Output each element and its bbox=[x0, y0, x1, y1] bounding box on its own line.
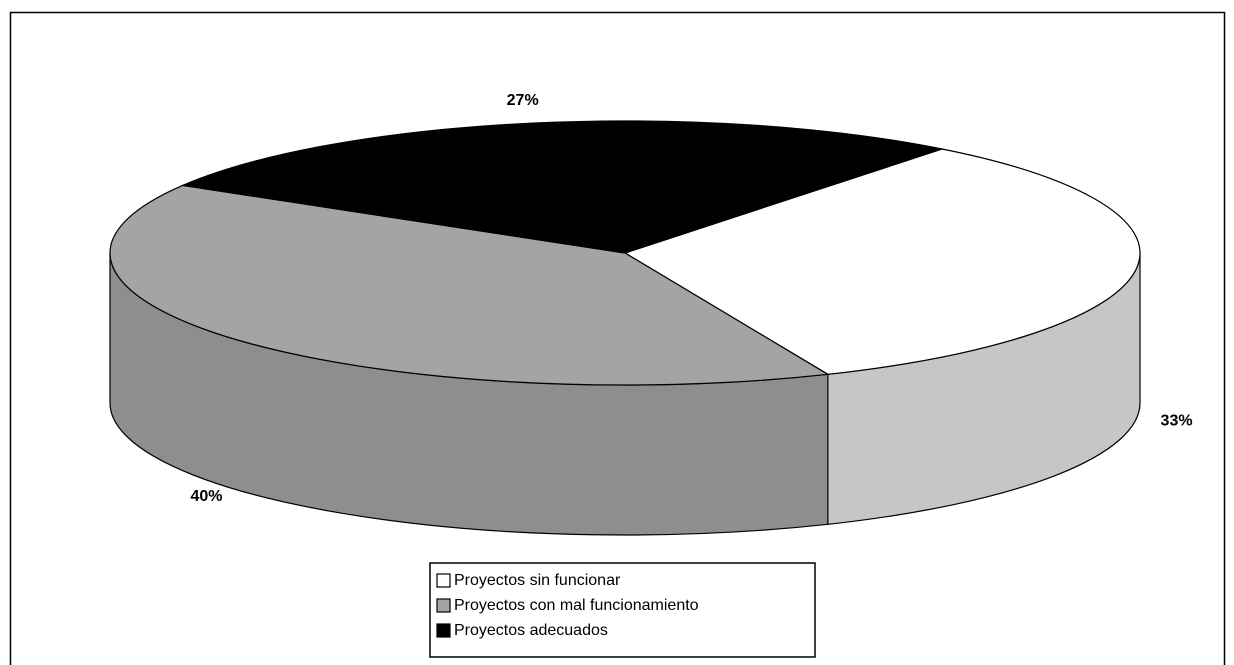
pie-slice bbox=[623, 148, 1141, 375]
legend-box bbox=[429, 562, 816, 658]
chart-frame bbox=[9, 11, 1226, 665]
legend: Proyectos sin funcionar Proyectos con mal… bbox=[429, 562, 816, 658]
legend-swatch bbox=[436, 623, 451, 638]
legend-swatch bbox=[436, 573, 451, 588]
legend-swatch bbox=[436, 598, 451, 613]
data-label: 27% bbox=[507, 92, 539, 109]
legend-label: Proyectos adecuados bbox=[454, 622, 608, 639]
legend-label: Proyectos sin funcionar bbox=[454, 572, 621, 589]
data-label: 33% bbox=[1161, 413, 1193, 430]
pie-slice bbox=[180, 120, 945, 254]
data-labels: 33% 40% 27% bbox=[190, 92, 1192, 505]
legend-label: Proyectos con mal funcionamiento bbox=[454, 597, 699, 614]
pie bbox=[109, 120, 1141, 536]
pie-slice bbox=[109, 184, 830, 386]
data-label: 40% bbox=[190, 488, 222, 505]
